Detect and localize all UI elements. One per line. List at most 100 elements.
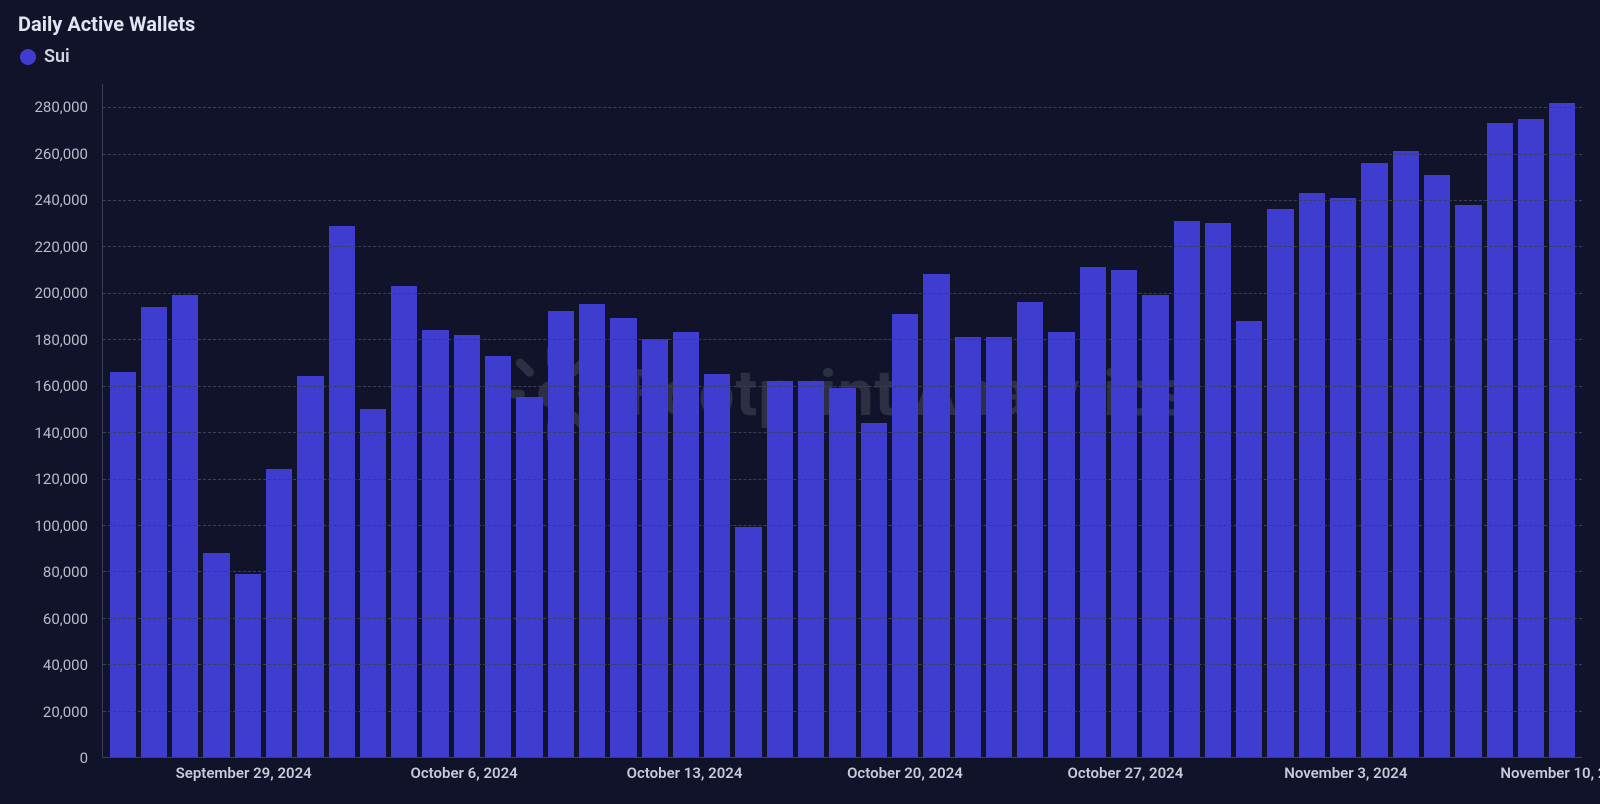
bar[interactable] [1205,223,1231,757]
gridline [103,200,1582,201]
x-axis: September 29, 2024October 6, 2024October… [102,758,1582,786]
bar-slot [1296,84,1327,757]
bar-slot [827,84,858,757]
y-tick-label: 60,000 [18,610,88,628]
bar-slot [326,84,357,757]
y-tick-label: 40,000 [18,656,88,674]
bar-slot [796,84,827,757]
gridline [103,107,1582,108]
bar[interactable] [360,409,386,757]
y-tick-label: 160,000 [18,377,88,395]
bar-slot [576,84,607,757]
bar-slot [1046,84,1077,757]
gridline [103,432,1582,433]
bar[interactable] [235,574,261,757]
bar[interactable] [203,553,229,757]
bar-slot [889,84,920,757]
bar[interactable] [266,469,292,757]
legend-label-sui: Sui [44,46,70,67]
bar[interactable] [1111,270,1137,757]
y-tick-label: 280,000 [18,98,88,116]
x-tick-label: September 29, 2024 [176,764,312,782]
bar[interactable] [1487,123,1513,757]
bar[interactable] [1048,332,1074,757]
y-tick-label: 20,000 [18,703,88,721]
bar-slot [764,84,795,757]
bar[interactable] [297,376,323,757]
legend-swatch-sui [20,49,36,65]
bar[interactable] [892,314,918,757]
gridline [103,339,1582,340]
bar[interactable] [610,318,636,757]
bar[interactable] [1455,205,1481,757]
bar-slot [1140,84,1171,757]
bar-slot [670,84,701,757]
bar-slot [1234,84,1265,757]
bar-slot [983,84,1014,757]
bar[interactable] [1080,267,1106,757]
bar[interactable] [642,339,668,757]
bar[interactable] [141,307,167,757]
bar[interactable] [1330,198,1356,757]
bar[interactable] [1267,209,1293,757]
gridline [103,479,1582,480]
y-tick-label: 120,000 [18,470,88,488]
bar[interactable] [1174,221,1200,757]
bar[interactable] [1393,151,1419,757]
bar-slot [138,84,169,757]
bar-slot [545,84,576,757]
bar[interactable] [1518,119,1544,757]
bar-slot [1015,84,1046,757]
bar[interactable] [548,311,574,757]
bar-slot [1202,84,1233,757]
bar[interactable] [422,330,448,757]
chart-title: Daily Active Wallets [18,12,1582,36]
y-tick-label: 100,000 [18,517,88,535]
bar[interactable] [829,388,855,757]
bar[interactable] [1361,163,1387,757]
y-axis: 020,00040,00060,00080,000100,000120,0001… [18,84,98,758]
y-tick-label: 240,000 [18,191,88,209]
gridline [103,525,1582,526]
bar[interactable] [673,332,699,757]
bar-slot [952,84,983,757]
y-tick-label: 200,000 [18,284,88,302]
bar[interactable] [329,226,355,757]
gridline [103,386,1582,387]
bar[interactable] [1142,295,1168,757]
bar[interactable] [485,356,511,757]
bar-slot [1328,84,1359,757]
bar[interactable] [516,397,542,757]
bar[interactable] [579,304,605,757]
bar-slot [1453,84,1484,757]
bar[interactable] [861,423,887,757]
bar-slot [357,84,388,757]
y-tick-label: 180,000 [18,331,88,349]
bar-slot [921,84,952,757]
gridline [103,711,1582,712]
bar[interactable] [1424,175,1450,757]
bar[interactable] [735,527,761,757]
bar[interactable] [110,372,136,757]
x-tick-label: October 13, 2024 [627,764,743,782]
bar[interactable] [1299,193,1325,757]
bar[interactable] [986,337,1012,757]
bar-slot [232,84,263,757]
bar[interactable] [1017,302,1043,757]
gridline [103,154,1582,155]
bar-slot [170,84,201,757]
bar[interactable] [172,295,198,757]
bar[interactable] [767,381,793,757]
bar-slot [1109,84,1140,757]
y-tick-label: 140,000 [18,424,88,442]
bar-slot [639,84,670,757]
bar-slot [1547,84,1578,757]
bar[interactable] [391,286,417,757]
bar[interactable] [955,337,981,757]
bar[interactable] [454,335,480,757]
bar[interactable] [798,381,824,757]
bar-slot [1077,84,1108,757]
bar-slot [1359,84,1390,757]
bar-slot [1484,84,1515,757]
bar[interactable] [923,274,949,757]
